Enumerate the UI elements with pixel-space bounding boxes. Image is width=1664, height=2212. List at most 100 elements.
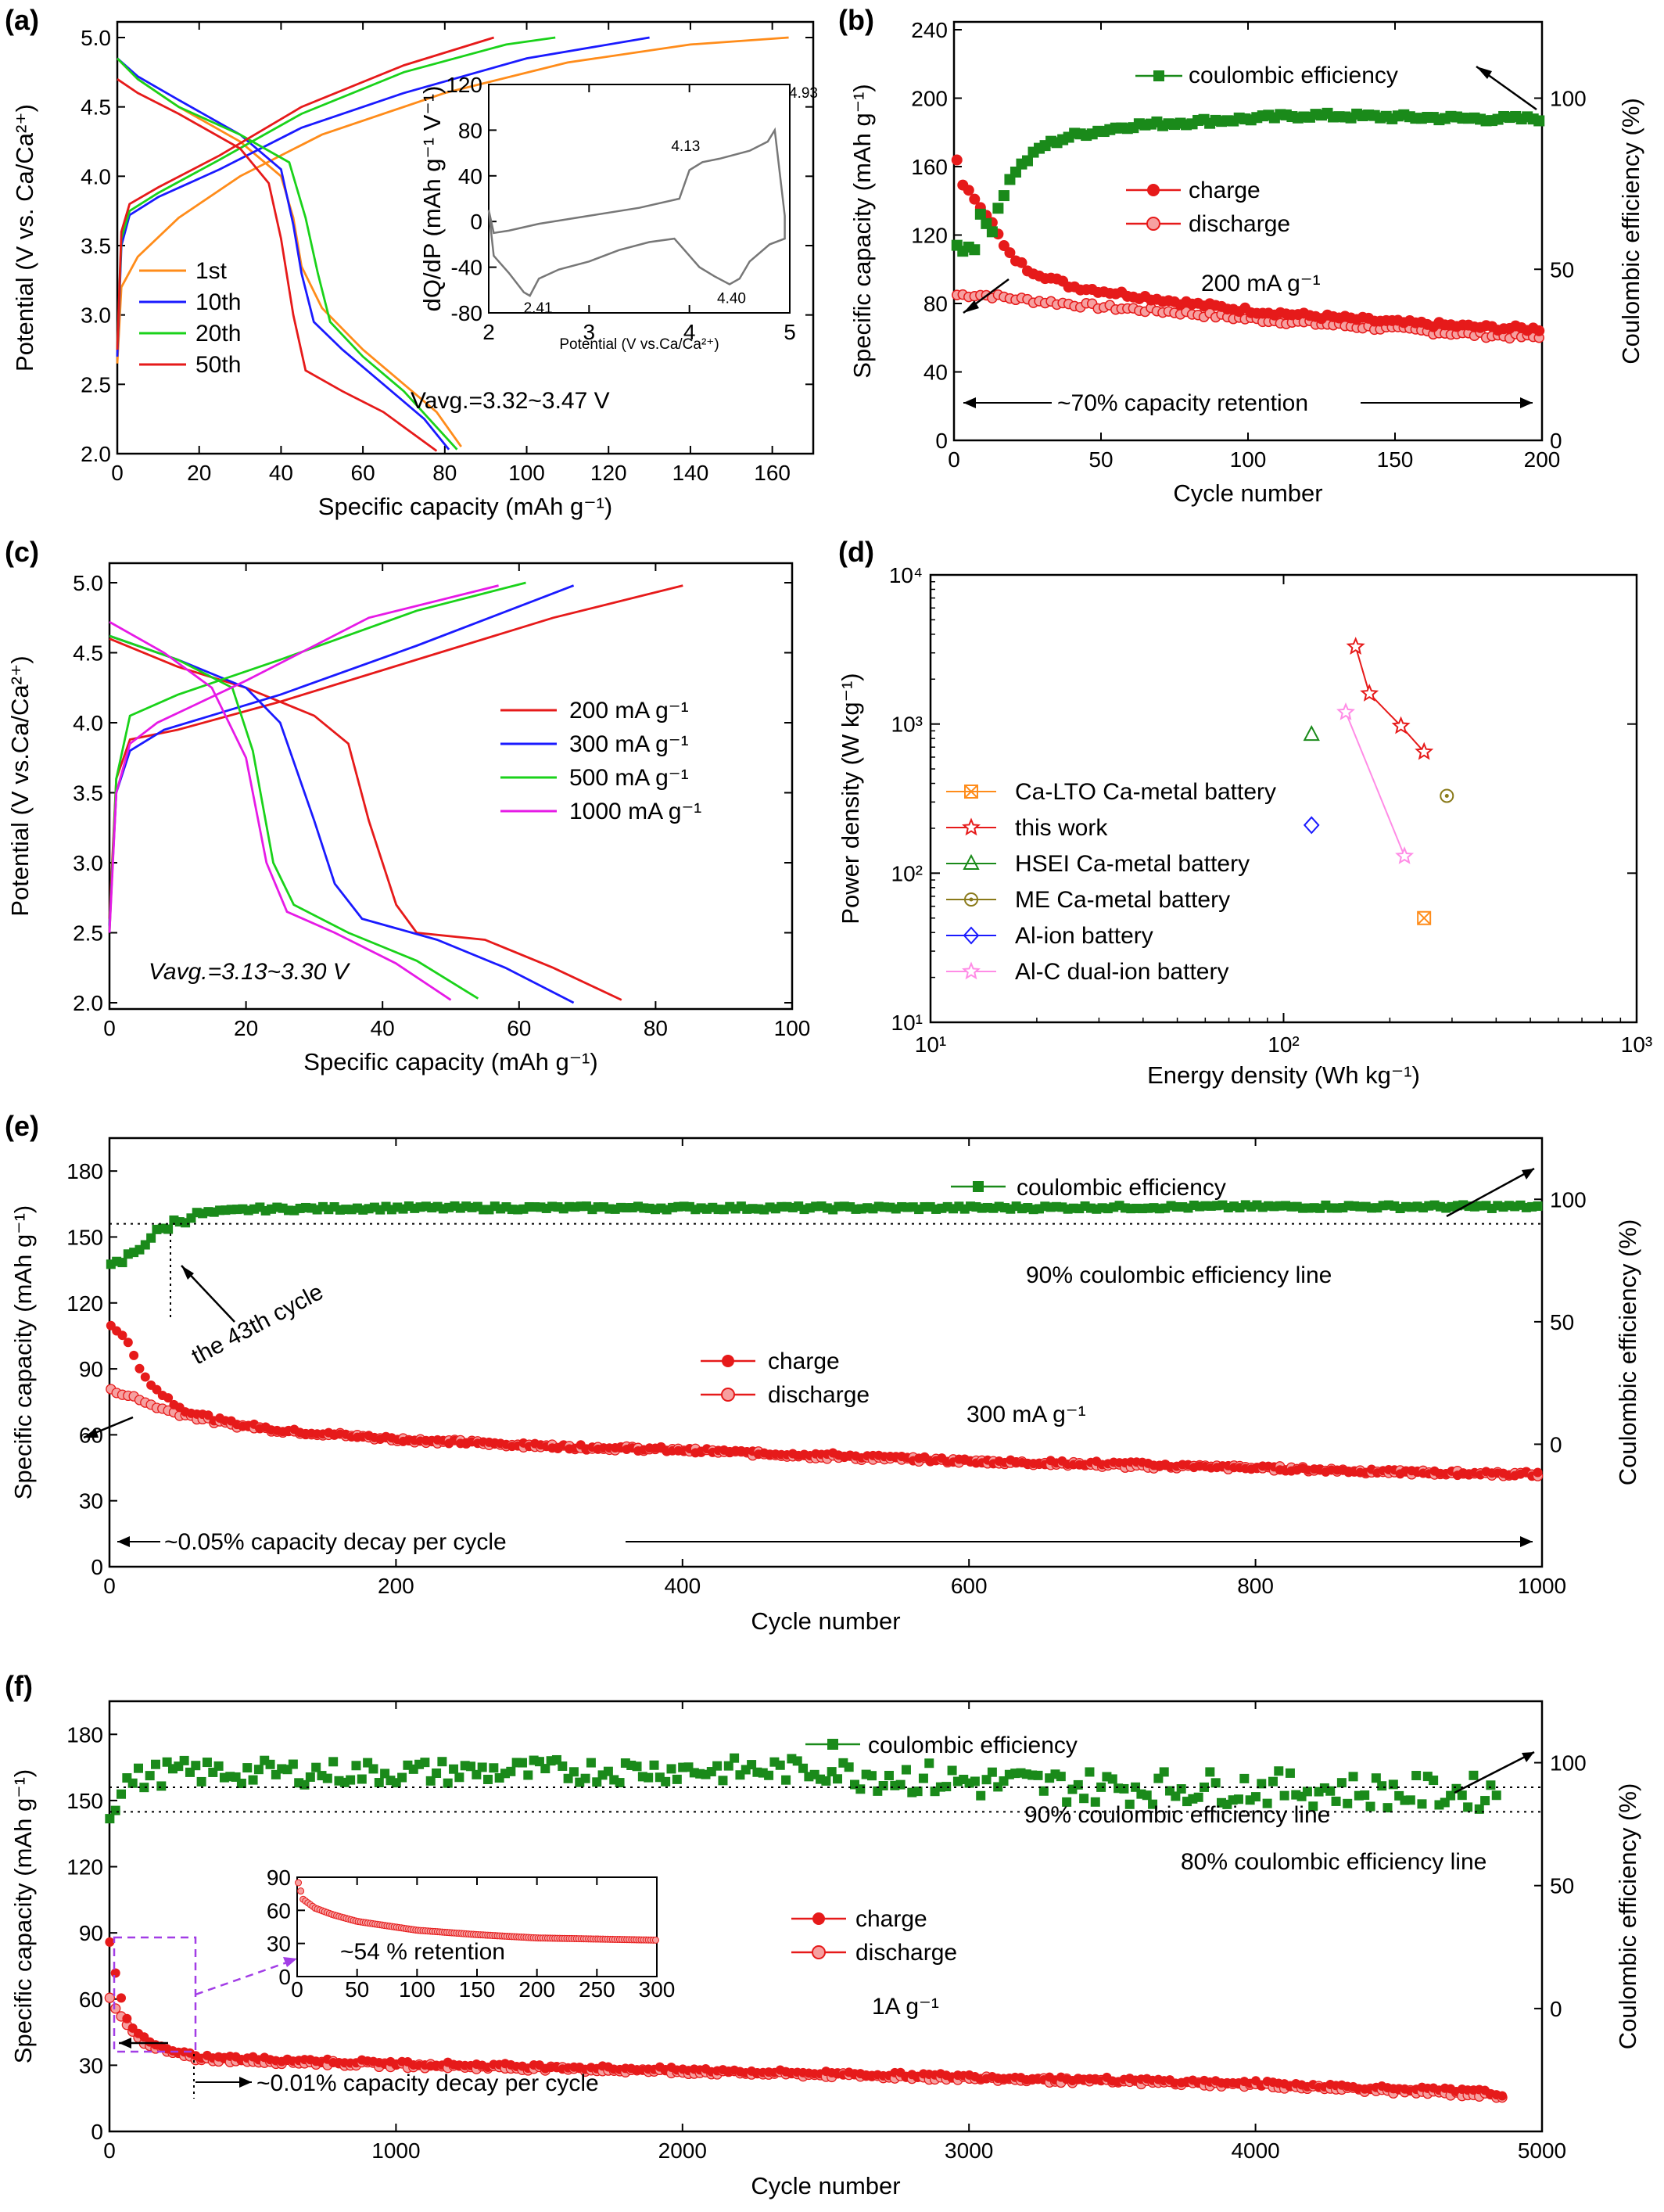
f-ce-marker — [798, 1763, 809, 1773]
d-point-marker — [1415, 742, 1434, 760]
a-vavg-annotation: Vavg.=3.32~3.47 V — [411, 388, 610, 414]
panel-label-e: (e) — [5, 1110, 39, 1142]
b-ce-marker — [974, 208, 986, 220]
f-ce-marker — [432, 1769, 442, 1779]
f-inset-y-tick-label: 60 — [267, 1898, 291, 1923]
f-inset-x-tick-label: 50 — [345, 1977, 369, 2002]
f-charge-marker — [117, 1993, 127, 2003]
b-y-axis-label: Specific capacity (mAh g⁻¹) — [848, 84, 876, 378]
b-ce-marker — [986, 226, 998, 238]
f-ce-marker — [855, 1784, 866, 1794]
f-charge-marker — [1497, 2091, 1508, 2101]
panel-a-inset: 2 3 4 5 -80 -40 0 40 80 120 4.93 4.13 2.41 4.40 Potent… — [418, 73, 818, 353]
f-ce-marker — [483, 1774, 493, 1784]
f-ce-marker — [374, 1778, 384, 1788]
f-ce-marker — [449, 1764, 459, 1774]
f-inset-annotation: ~54 % retention — [340, 1939, 505, 1965]
f-ce-marker — [884, 1770, 894, 1780]
f-ce-marker — [1233, 1794, 1243, 1804]
d-legend-marker — [963, 926, 980, 945]
e-charge-marker — [134, 1363, 145, 1374]
a-y-tick-label: 4.0 — [81, 164, 111, 189]
e-decay-annotation: ~0.05% capacity decay per cycle — [164, 1529, 507, 1555]
e-y-tick-label: 180 — [66, 1159, 103, 1183]
f-ce-marker — [420, 1758, 430, 1768]
e-decay-arrow-head — [117, 1536, 130, 1547]
f-legend-marker — [827, 1739, 838, 1750]
c-x-tick-label: 40 — [371, 1016, 395, 1040]
f-ce-marker — [397, 1772, 407, 1783]
d-legend-label: ME Ca-metal battery — [1015, 887, 1230, 913]
b-charge-marker — [963, 185, 974, 196]
f-x-tick-label: 0 — [103, 2138, 116, 2163]
f-ce-marker — [196, 1776, 206, 1786]
f-ce-marker — [981, 1775, 992, 1785]
f-ce-marker — [311, 1762, 321, 1772]
a-charge-curve-50th — [116, 36, 495, 350]
c-discharge-curve — [109, 634, 479, 1000]
f-ce-marker — [1382, 1803, 1393, 1813]
b-y-tick-label: 120 — [911, 224, 948, 248]
d-legend-marker-cross — [964, 785, 978, 799]
f-rate-annotation: 1A g⁻¹ — [872, 1994, 939, 2020]
f-ce-marker — [472, 1769, 482, 1779]
f-y-pointer-arrow-head — [119, 2038, 131, 2049]
a-inset-peak-label: 4.93 — [789, 85, 818, 102]
d-x-tick-label: 10¹ — [915, 1032, 946, 1057]
d-legend-marker-dot — [969, 897, 974, 902]
plot-frame — [108, 1700, 1544, 2133]
e-charge-marker — [152, 1384, 162, 1395]
a-charge-curve-1st — [116, 36, 789, 364]
a-discharge-curve-20th — [117, 57, 458, 451]
f-ce-marker — [1124, 1799, 1135, 1809]
f-zoom-connector — [195, 1958, 296, 1996]
f-ce-marker — [213, 1761, 224, 1771]
e-charge-marker — [1533, 1467, 1543, 1478]
f-inset-y-tick-label: 0 — [278, 1965, 291, 1989]
f-y2-axis-label: Coulombic efficiency (%) — [1614, 1783, 1641, 2050]
f-90pct-label: 90% coulombic efficiency line — [1024, 1802, 1330, 1828]
e-y-tick-label: 30 — [79, 1489, 103, 1514]
f-ce-marker — [1405, 1795, 1415, 1805]
f-ce-marker — [672, 1774, 682, 1784]
f-ce-marker — [918, 1773, 928, 1783]
f-ce-marker — [827, 1767, 837, 1777]
f-ce-marker — [253, 1765, 264, 1775]
e-y2-axis-label: Coulombic efficiency (%) — [1614, 1219, 1641, 1486]
f-ce-marker — [1085, 1767, 1095, 1777]
f-y-tick-label: 30 — [79, 2053, 103, 2077]
c-y-tick-label: 4.5 — [73, 641, 103, 666]
a-discharge-curve-50th — [117, 78, 438, 452]
f-ce-marker — [603, 1766, 613, 1776]
f-ce-marker — [1079, 1794, 1089, 1804]
d-point-marker — [1346, 637, 1365, 655]
f-ce-marker — [632, 1761, 642, 1772]
d-legend-marker — [962, 961, 981, 980]
a-x-tick-label: 160 — [754, 461, 791, 485]
a-inset-peak-label: 2.41 — [524, 300, 553, 317]
f-ce-marker — [1469, 1770, 1479, 1780]
d-series-line — [1354, 646, 1425, 752]
f-discharge-marker — [110, 2003, 121, 2014]
f-legend-label: discharge — [855, 1940, 957, 1966]
d-point-marker — [1391, 716, 1411, 734]
f-ce-marker — [454, 1772, 464, 1783]
b-x-axis-label: Cycle number — [1173, 479, 1322, 507]
a-inset-x-tick-label: 5 — [784, 320, 796, 344]
f-y-tick-label: 180 — [66, 1722, 103, 1747]
panel-label-d: (d) — [838, 536, 874, 568]
f-ce-marker — [105, 1814, 115, 1824]
f-ce-marker — [833, 1774, 843, 1784]
f-ce-marker — [649, 1760, 659, 1770]
a-y-axis-label: Potential (V vs. Ca/Ca²⁺) — [11, 104, 38, 372]
e-y-pointer-arrow-head — [84, 1428, 99, 1438]
f-ce-marker — [523, 1770, 533, 1780]
f-x-tick-label: 5000 — [1518, 2138, 1566, 2163]
f-charge-marker — [110, 1968, 120, 1978]
e-charge-marker — [117, 1330, 127, 1341]
f-ce-marker — [1377, 1781, 1387, 1791]
f-ce-marker — [941, 1782, 952, 1792]
f-ce-marker — [970, 1776, 980, 1786]
b-retention-arrow-head — [963, 397, 976, 408]
f-ce-marker — [878, 1780, 888, 1790]
